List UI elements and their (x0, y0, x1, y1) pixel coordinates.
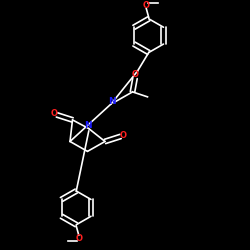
Text: O: O (75, 234, 82, 243)
Text: N: N (108, 97, 116, 106)
Text: O: O (132, 70, 139, 79)
Text: O: O (50, 109, 58, 118)
Text: O: O (120, 131, 127, 140)
Text: O: O (143, 1, 150, 10)
Text: N: N (84, 121, 92, 130)
